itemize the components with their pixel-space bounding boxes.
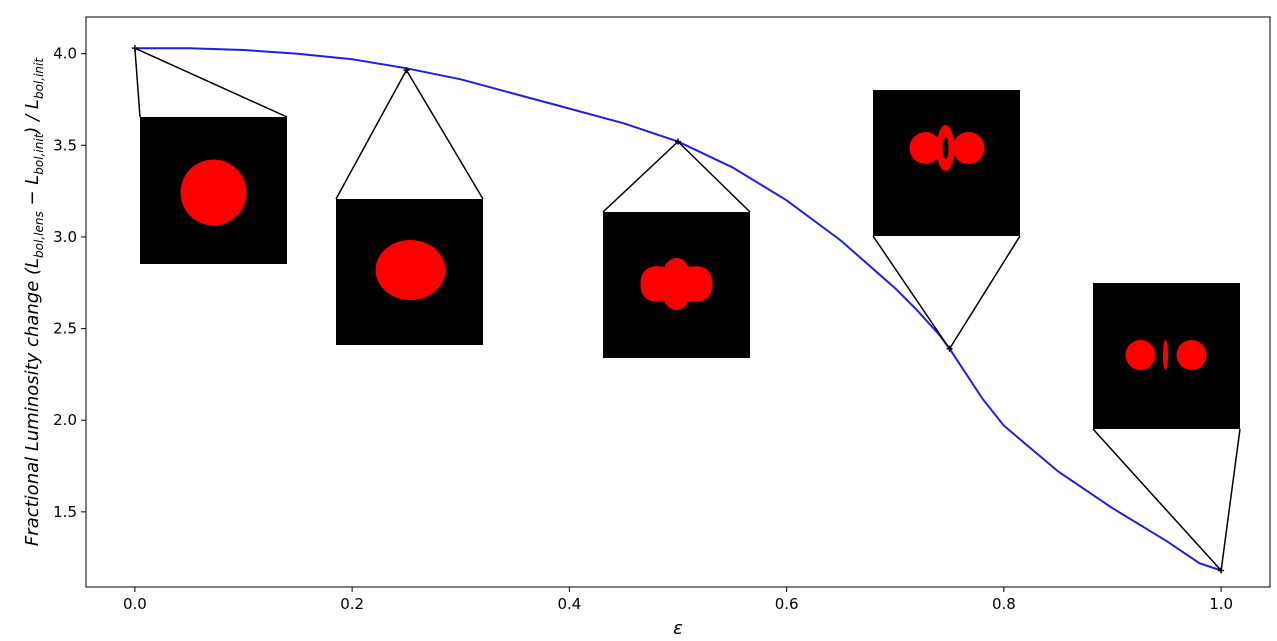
x-tick-label: 0.6 — [775, 595, 799, 613]
x-tick-label: 0.2 — [340, 595, 364, 613]
luminosity-curve — [134, 47, 1222, 572]
y-tick-label: 4.0 — [53, 45, 77, 63]
inset-split-with-line — [1093, 283, 1240, 429]
curve-marker — [1218, 567, 1225, 574]
inset-connector — [1092, 428, 1222, 572]
curve-marker — [946, 345, 953, 352]
x-tick-label: 0.0 — [123, 595, 147, 613]
x-axis-label: ε — [673, 618, 683, 639]
inset-connector — [677, 141, 751, 213]
x-tick-label: 0.4 — [557, 595, 581, 613]
inset-connector — [872, 235, 951, 350]
inset-connector — [1220, 428, 1241, 571]
inset-connector — [405, 69, 484, 200]
inset-connector — [134, 47, 288, 118]
x-tick-label: 1.0 — [1209, 595, 1233, 613]
y-tick-label: 3.5 — [53, 136, 77, 154]
x-axis-ticks: 0.0 0.2 0.4 0.6 0.8 1.0 — [123, 587, 1233, 613]
lensed-image-right-lobe — [952, 132, 985, 164]
y-axis-label: Fractional Luminosity change (Lbol,lens … — [22, 57, 46, 546]
inset-connector-lines — [134, 47, 1241, 572]
curve-marker — [403, 67, 410, 74]
y-tick-label: 1.5 — [53, 503, 77, 521]
lensed-image-central-line — [1163, 340, 1168, 370]
inset-circle — [140, 117, 287, 264]
inset-split-with-arcs — [873, 90, 1020, 236]
curve-markers — [131, 45, 1225, 574]
y-tick-label: 3.0 — [53, 228, 77, 246]
plot-frame — [85, 16, 1271, 588]
x-tick-label: 0.8 — [992, 595, 1016, 613]
lensed-image-left-lobe — [1125, 340, 1156, 370]
curve-marker — [675, 138, 681, 145]
y-tick-label: 2.5 — [53, 320, 77, 338]
inset-connector — [948, 235, 1021, 350]
y-tick-label: 2.0 — [53, 411, 77, 429]
y-axis-ticks: 1.5 2.0 2.5 3.0 3.5 4.0 — [53, 45, 86, 521]
lensed-image-circle — [180, 159, 247, 226]
inset-connector — [134, 48, 141, 118]
inset-ellipse — [336, 199, 483, 345]
lensed-image-left-lobe — [909, 132, 942, 164]
curve-marker — [131, 45, 138, 52]
lensed-image-ellipse — [375, 240, 446, 300]
lensed-image-insets — [140, 90, 1240, 429]
inset-connector — [602, 141, 679, 213]
inset-connector — [335, 69, 408, 200]
lensed-image-arc-gap — [942, 137, 949, 159]
lensed-image-right-lobe — [1176, 340, 1207, 370]
lensed-image-peanut — [640, 258, 713, 310]
inset-peanut — [603, 212, 750, 358]
